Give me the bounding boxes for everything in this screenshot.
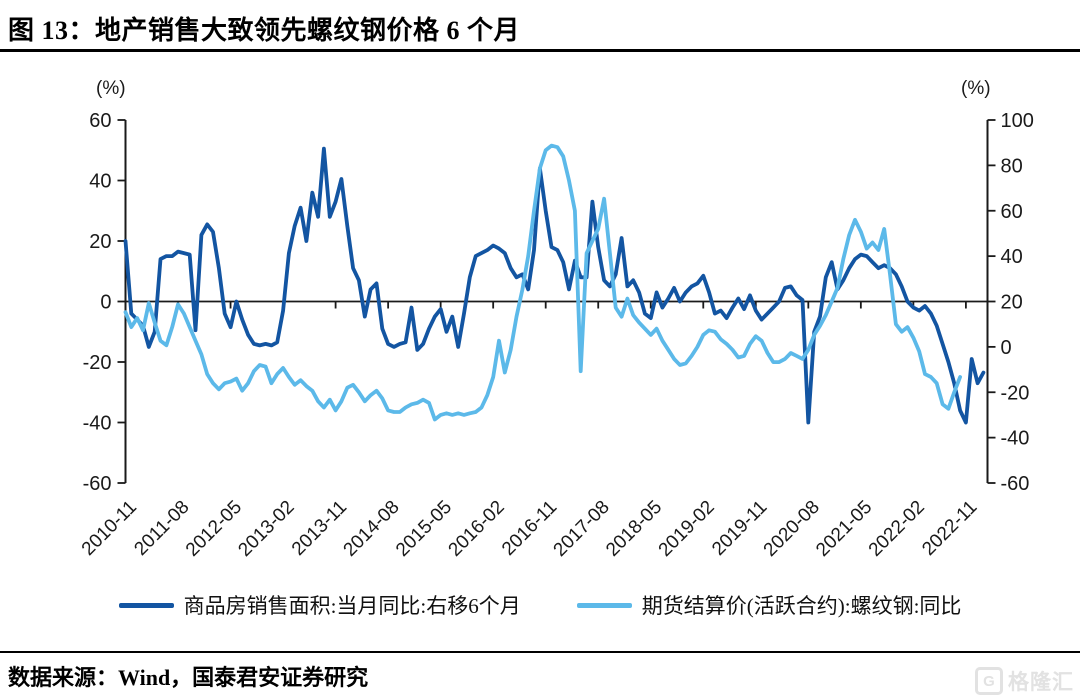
right-axis-tick-label: 20 bbox=[1001, 292, 1023, 314]
x-axis-tick-label: 2016-02 bbox=[445, 497, 509, 561]
x-axis-tick-label: 2017-08 bbox=[550, 497, 614, 561]
left-axis-tick-label: 0 bbox=[100, 292, 111, 314]
legend-item-housing-sales: 商品房销售面积:当月同比:右移6个月 bbox=[118, 590, 521, 620]
x-axis-tick-label: 2015-05 bbox=[392, 497, 456, 561]
left-axis-tick-label: 60 bbox=[89, 110, 111, 132]
data-source-text: 数据来源：Wind，国泰君安证券研究 bbox=[8, 665, 369, 690]
left-axis-tick-label: 20 bbox=[89, 231, 111, 253]
housing-sales-series-line bbox=[123, 146, 986, 425]
footer-divider bbox=[0, 651, 1080, 653]
legend-label-rebar-futures: 期货结算价(活跃合约):螺纹钢:同比 bbox=[641, 594, 962, 618]
x-axis-tick-label: 2012-05 bbox=[182, 497, 246, 561]
x-axis-tick-label: 2011-08 bbox=[130, 497, 193, 560]
figure-title: 图 13：地产销售大致领先螺纹钢价格 6 个月 bbox=[8, 16, 521, 45]
x-axis-tick-label: 2013-02 bbox=[234, 497, 298, 561]
x-axis-tick-label: 2010-11 bbox=[78, 497, 141, 560]
legend-item-rebar-futures: 期货结算价(活跃合约):螺纹钢:同比 bbox=[576, 590, 962, 620]
gelonghui-logo-text: 格隆汇 bbox=[1008, 671, 1074, 694]
left-axis-unit-label: (%) bbox=[96, 78, 126, 99]
right-axis-tick-label: 100 bbox=[1001, 110, 1034, 132]
chart-legend: 商品房销售面积:当月同比:右移6个月 期货结算价(活跃合约):螺纹钢:同比 bbox=[0, 590, 1080, 620]
x-axis-tick-label: 2014-08 bbox=[340, 497, 404, 561]
rebar-futures-series-line bbox=[123, 143, 962, 422]
right-axis-tick-label: -40 bbox=[1001, 428, 1030, 450]
x-axis-tick-label: 2020-08 bbox=[760, 497, 824, 561]
right-axis-tick-label: 80 bbox=[1001, 155, 1023, 177]
right-axis-tick-label: 40 bbox=[1001, 246, 1023, 268]
gelonghui-watermark: G 格隆汇 bbox=[975, 666, 1074, 696]
gelonghui-logo-icon: G bbox=[975, 667, 1003, 695]
x-axis-tick-label: 2021-05 bbox=[812, 497, 876, 561]
legend-label-housing-sales: 商品房销售面积:当月同比:右移6个月 bbox=[183, 594, 521, 618]
right-axis-tick-label: -20 bbox=[1001, 382, 1030, 404]
x-axis-tick-label: 2019-02 bbox=[655, 497, 719, 561]
title-divider bbox=[0, 49, 1080, 52]
left-axis-tick-label: -60 bbox=[83, 473, 112, 495]
left-axis-tick-label: 40 bbox=[89, 171, 111, 193]
right-axis-tick-label: -60 bbox=[1001, 473, 1030, 495]
right-axis-tick-label: 0 bbox=[1001, 337, 1012, 359]
x-axis-tick-label: 2022-11 bbox=[918, 497, 981, 560]
rebar-futures-line-swatch bbox=[576, 602, 632, 608]
x-axis-tick-label: 2022-02 bbox=[865, 497, 929, 561]
x-axis-tick-label: 2019-11 bbox=[708, 497, 771, 560]
left-axis-tick-label: -40 bbox=[83, 413, 112, 435]
x-axis-tick-label: 2013-11 bbox=[288, 497, 351, 560]
x-axis-tick-label: 2018-05 bbox=[602, 497, 666, 561]
left-axis-tick-label: -20 bbox=[83, 352, 112, 374]
x-axis-tick-label: 2016-11 bbox=[498, 497, 561, 560]
housing-sales-line-swatch bbox=[118, 602, 174, 608]
right-axis-unit-label: (%) bbox=[961, 78, 991, 99]
right-axis-tick-label: 60 bbox=[1001, 201, 1023, 223]
